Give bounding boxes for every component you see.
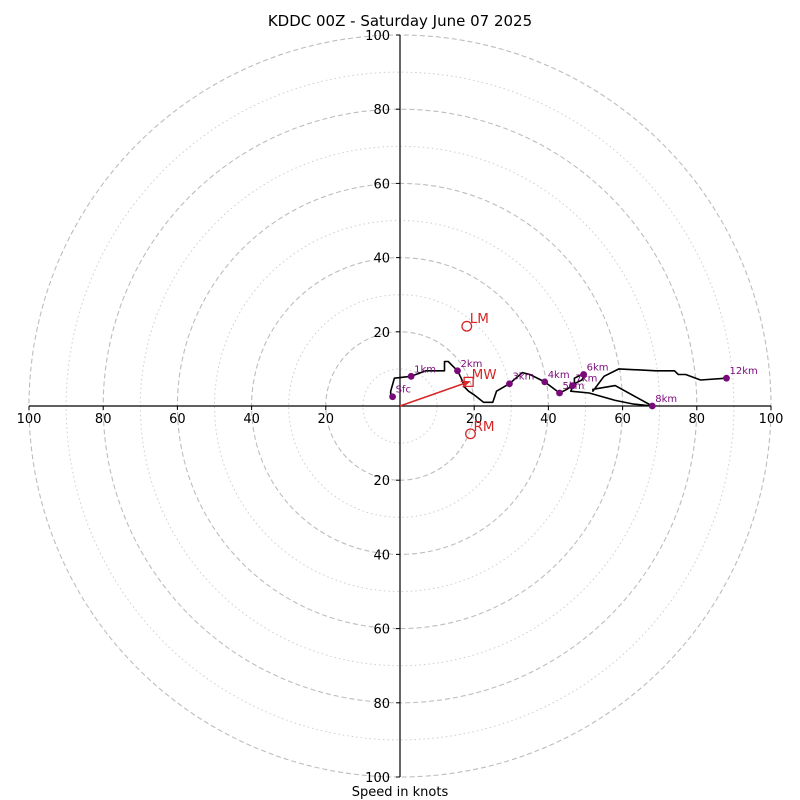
x-tick-label: 60 — [169, 412, 186, 427]
y-tick-label: 20 — [373, 326, 390, 341]
hodograph-trace — [389, 360, 727, 407]
height-marker-point — [648, 402, 656, 410]
height-markers: Sfc1km2km3km4km5km6km7km8km12km — [389, 359, 758, 410]
x-tick-label: 20 — [466, 412, 483, 427]
storm-motion-label: LM — [470, 311, 489, 327]
tick-labels: 100 80 60 40 20 20 40 60 80 100 100 80 60 40 20 20 40 60 8… — [17, 29, 784, 786]
x-tick-label: 40 — [540, 412, 557, 427]
height-marker-label: 6km — [587, 362, 609, 373]
x-tick-label: 80 — [95, 412, 112, 427]
height-marker-point — [723, 374, 730, 382]
storm-motion-marker — [465, 428, 476, 440]
storm-motion-markers: LM MW RM — [399, 311, 497, 440]
y-tick-label: 100 — [365, 771, 390, 786]
x-axis-label: Speed in knots — [352, 785, 449, 800]
height-marker-point — [541, 378, 549, 386]
height-marker-point — [556, 389, 563, 397]
height-marker-point — [569, 382, 576, 389]
chart-title: KDDC 00Z - Saturday June 07 2025 — [268, 12, 532, 30]
x-tick-label: 40 — [243, 412, 260, 427]
y-tick-label: 60 — [373, 623, 390, 638]
y-tick-label: 80 — [373, 103, 390, 118]
height-marker-point — [407, 372, 415, 380]
storm-motion-marker — [463, 376, 474, 388]
y-tick-label: 40 — [373, 548, 390, 563]
height-marker-label: Sfc — [396, 385, 411, 396]
y-tick-label: 40 — [373, 252, 390, 267]
height-marker-point — [454, 367, 461, 375]
height-marker-label: 12km — [729, 366, 757, 377]
height-marker-label: 2km — [461, 359, 483, 370]
mean-wind-arrow — [399, 381, 469, 407]
height-marker-point — [389, 393, 396, 401]
x-tick-label: 100 — [17, 412, 42, 427]
height-marker-point — [506, 380, 513, 388]
y-tick-label: 80 — [373, 697, 390, 712]
y-tick-label: 100 — [365, 29, 390, 44]
x-tick-label: 60 — [614, 412, 631, 427]
y-tick-label: 20 — [373, 474, 390, 489]
storm-motion-label: MW — [472, 367, 497, 383]
storm-motion-label: RM — [473, 419, 494, 435]
height-marker-label: 4km — [548, 370, 570, 381]
height-marker-label: 7km — [576, 374, 598, 385]
height-marker-label: 3km — [512, 372, 534, 383]
hodograph-line — [389, 360, 727, 407]
x-tick-label: 100 — [759, 412, 784, 427]
x-tick-label: 20 — [318, 412, 335, 427]
height-marker-point — [580, 371, 588, 378]
y-tick-label: 60 — [373, 177, 390, 192]
storm-motion-marker — [461, 320, 473, 332]
height-marker-label: 1km — [414, 364, 436, 375]
height-marker-label: 8km — [655, 394, 677, 405]
x-tick-label: 80 — [689, 412, 706, 427]
